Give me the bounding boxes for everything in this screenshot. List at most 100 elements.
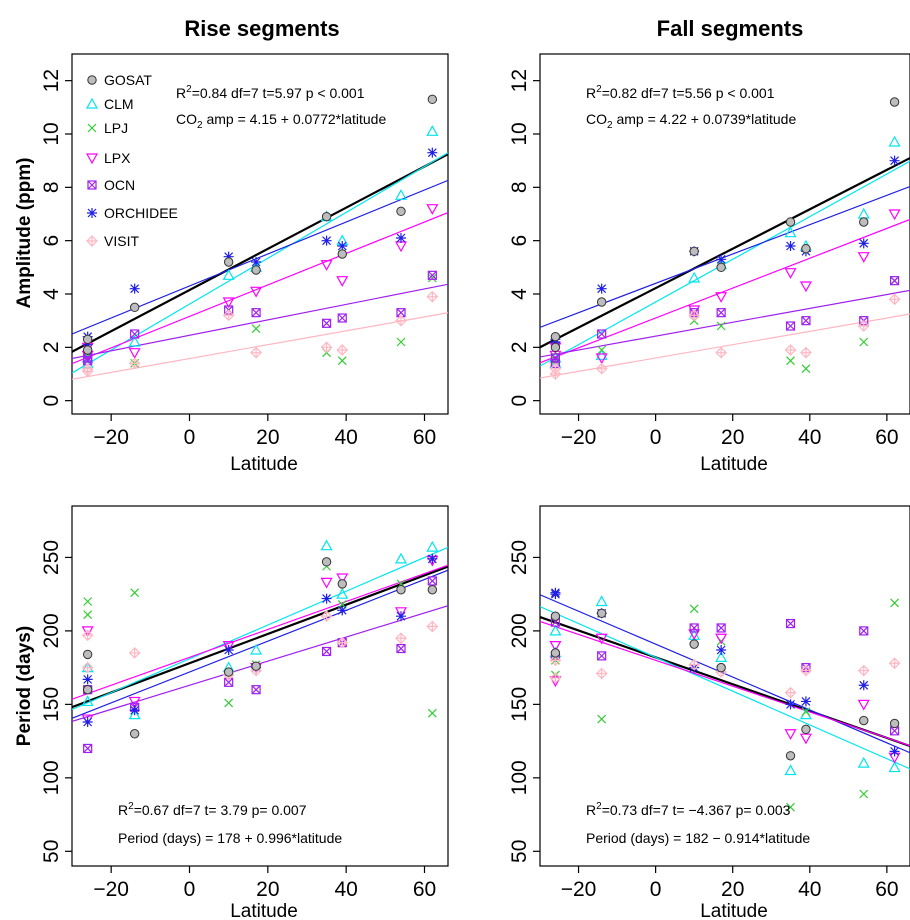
point-lpx xyxy=(222,640,235,652)
point-orchidee xyxy=(129,283,140,294)
fit-line-lpx xyxy=(540,218,910,364)
point-gosat xyxy=(396,206,406,217)
legend-item-gosat: GOSAT xyxy=(87,72,152,88)
point-clm xyxy=(426,125,439,136)
point-ocn xyxy=(83,743,93,754)
point-visit xyxy=(395,632,407,645)
x-tick-label: −20 xyxy=(93,878,129,901)
point-lpx xyxy=(595,633,608,645)
point-clm xyxy=(888,761,901,773)
stats-r-label: R xyxy=(586,85,596,101)
legend-item-orchidee: ORCHIDEE xyxy=(87,205,178,221)
point-visit xyxy=(336,636,349,649)
fit-line-ocn xyxy=(540,289,910,358)
y-tick-label: 10 xyxy=(40,122,63,145)
xlabel-rise-period: Latitude xyxy=(230,901,298,920)
fit-line-lpx xyxy=(540,620,910,747)
point-lpx xyxy=(888,209,901,221)
point-lpj xyxy=(337,356,347,366)
svg-text:R2=0.67 df=7 t= 3.79 p= 0.0: R2=0.67 df=7 t= 3.79 p= 0.007 xyxy=(118,801,307,818)
point-lpj xyxy=(597,345,607,355)
point-lpx xyxy=(128,696,141,708)
point-orchidee xyxy=(889,746,900,757)
y-tick-label: 8 xyxy=(508,181,531,193)
x-tick-label: 40 xyxy=(334,878,357,901)
point-visit xyxy=(549,368,562,380)
point-gosat xyxy=(859,217,869,227)
point-ocn xyxy=(785,618,796,629)
point-clm xyxy=(128,708,141,720)
legend-item-ocn: OCN xyxy=(87,177,135,193)
point-gosat xyxy=(223,257,234,267)
point-visit xyxy=(595,667,608,680)
point-clm xyxy=(250,643,263,655)
point-gosat xyxy=(251,265,261,275)
point-lpj xyxy=(859,789,869,799)
point-gosat xyxy=(550,342,561,353)
stats-r-label: R xyxy=(118,802,128,818)
point-lpx xyxy=(784,268,797,279)
legend-item-visit: VISIT xyxy=(86,233,139,249)
point-orchidee xyxy=(223,251,234,262)
ylabel-amplitude: Amplitude (ppm) xyxy=(14,158,35,309)
fit-line-gosat xyxy=(540,157,910,349)
stats-co-label: CO xyxy=(176,111,197,127)
x-tick-label: 0 xyxy=(184,426,196,449)
point-visit xyxy=(784,686,797,699)
point-gosat xyxy=(785,217,796,227)
point-gosat xyxy=(716,262,726,273)
svg-text:OCN: OCN xyxy=(104,177,135,193)
stats-rise-amplitude: R2=0.84 df=7 t=5.97 p < 0.001 CO2 amp = … xyxy=(176,84,386,131)
stats-r-label: R xyxy=(586,802,596,818)
point-lpx xyxy=(595,353,608,365)
fit-line-gosat xyxy=(72,565,448,709)
point-gosat xyxy=(337,249,347,259)
point-orchidee xyxy=(223,645,234,655)
point-lpj xyxy=(859,337,869,347)
point-clm xyxy=(81,695,94,707)
point-clm xyxy=(222,269,235,280)
point-lpj xyxy=(597,714,607,724)
point-lpx xyxy=(799,733,812,745)
svg-text:VISIT: VISIT xyxy=(104,233,139,249)
point-lpx xyxy=(336,276,349,287)
point-gosat xyxy=(321,557,332,567)
point-lpj xyxy=(224,698,234,708)
point-visit xyxy=(688,309,701,322)
svg-text:R2=0.73 df=7 t= −4.367 p= 0: R2=0.73 df=7 t= −4.367 p= 0.003 xyxy=(586,801,791,818)
svg-text:CO2 amp = 4.15 + 0.0772*latitu: CO2 amp = 4.15 + 0.0772*latitude xyxy=(176,111,386,131)
stats-line-1: =0.73 df=7 t= −4.367 p= 0.003 xyxy=(602,802,791,818)
point-gosat xyxy=(427,585,438,595)
point-clm xyxy=(426,540,439,552)
point-orchidee xyxy=(858,680,869,691)
point-gosat xyxy=(82,334,93,345)
point-visit xyxy=(426,290,439,303)
point-ocn xyxy=(716,623,726,633)
point-lpx xyxy=(394,607,408,619)
plot-frame xyxy=(71,53,449,415)
point-lpx xyxy=(715,292,728,303)
point-visit xyxy=(395,314,407,327)
point-orchidee xyxy=(321,593,332,604)
point-ocn xyxy=(130,329,140,339)
point-visit xyxy=(320,610,333,623)
point-lpx xyxy=(426,204,439,215)
point-ocn xyxy=(785,321,796,331)
point-ocn xyxy=(689,623,699,633)
point-lpj xyxy=(130,588,140,598)
y-tick-label: 8 xyxy=(40,181,63,193)
point-orchidee xyxy=(396,611,406,622)
point-clm xyxy=(595,595,608,607)
x-tick-label: 40 xyxy=(798,878,821,901)
point-clm xyxy=(336,587,349,599)
y-tick-label: 2 xyxy=(40,341,63,353)
point-gosat xyxy=(82,684,93,695)
svg-text:LPJ: LPJ xyxy=(104,120,128,136)
point-orchidee xyxy=(596,283,607,294)
y-tick-label: 100 xyxy=(508,760,531,795)
point-gosat xyxy=(396,585,406,595)
point-visit xyxy=(250,346,262,359)
point-lpj xyxy=(786,356,795,366)
y-tick-label: 6 xyxy=(40,235,63,247)
point-gosat xyxy=(321,211,332,222)
